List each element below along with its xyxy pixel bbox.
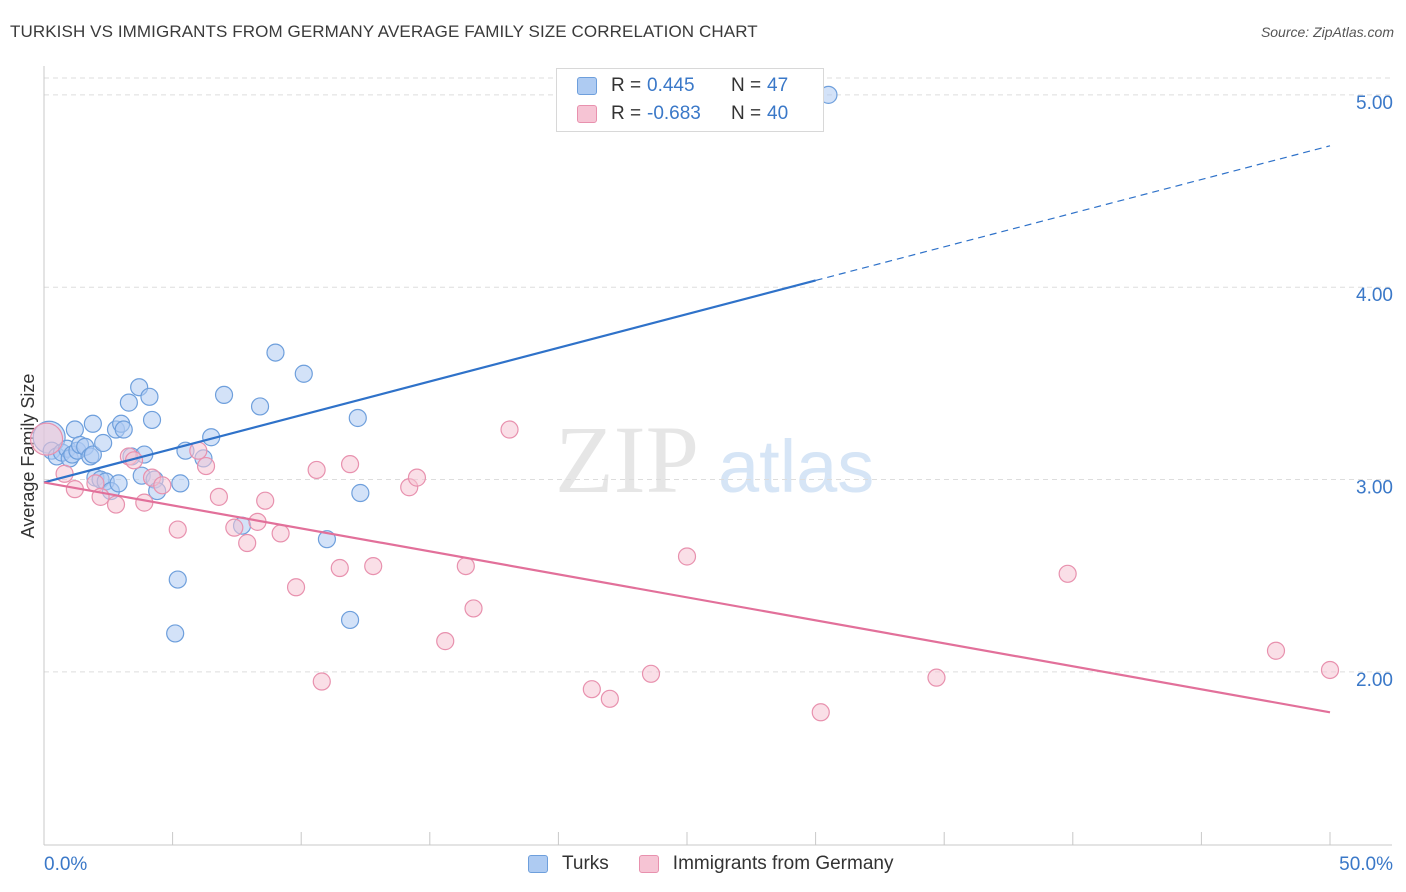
turks-point xyxy=(142,410,162,430)
turks-point xyxy=(171,474,190,493)
series-swatch-blue xyxy=(528,855,548,873)
watermark-atlas: atlas xyxy=(718,425,874,508)
germany-point xyxy=(106,495,126,514)
germany-point xyxy=(407,468,427,487)
germany-point xyxy=(168,520,187,539)
legend-row-germany: R = -0.683 N = 40 xyxy=(577,101,788,127)
legend-n-value: 40 xyxy=(767,103,789,124)
legend-n-value: 47 xyxy=(767,75,789,96)
germany-point xyxy=(256,491,275,510)
turks-point xyxy=(140,387,159,406)
turks-point xyxy=(114,420,133,439)
legend-n-label: N = xyxy=(731,75,762,96)
turks-point xyxy=(166,624,185,643)
legend-n-label: N = xyxy=(731,103,762,124)
germany-point xyxy=(135,493,154,512)
legend-swatch-pink xyxy=(577,105,597,123)
turks-point xyxy=(214,385,234,405)
germany-point xyxy=(582,680,601,699)
correlation-legend: R = 0.445 N = 47 R = -0.683 N = 40 xyxy=(556,68,824,132)
germany-point xyxy=(238,533,257,553)
turks-point xyxy=(348,408,367,428)
germany-point xyxy=(209,487,228,506)
germany-point xyxy=(196,456,216,476)
germany-point xyxy=(1058,564,1077,583)
turks-point xyxy=(94,433,113,453)
turks-point xyxy=(83,414,102,433)
legend-r-label: R = xyxy=(611,103,642,124)
source-credit: Source: ZipAtlas.com xyxy=(1260,24,1394,40)
germany-point xyxy=(286,578,306,597)
legend-r-value: -0.683 xyxy=(647,103,701,124)
germany-point xyxy=(600,689,619,708)
germany-point xyxy=(29,422,64,456)
germany-point xyxy=(312,672,331,691)
germany-point xyxy=(271,524,290,543)
germany-point xyxy=(1320,660,1340,680)
turks-point xyxy=(83,445,102,464)
germany-trend-line xyxy=(43,481,1331,714)
turks-trend-extension xyxy=(815,145,1331,282)
turks-point xyxy=(294,364,313,383)
turks-point xyxy=(340,610,360,630)
germany-point xyxy=(225,518,244,537)
germany-point xyxy=(927,668,946,687)
germany-point xyxy=(677,547,697,566)
turks-point xyxy=(351,483,370,503)
turks-point xyxy=(250,397,270,416)
legend-r-value: 0.445 xyxy=(647,75,695,96)
series-legend-germany: Immigrants from Germany xyxy=(638,853,894,875)
chart-title: TURKISH VS IMMIGRANTS FROM GERMANY AVERA… xyxy=(10,22,758,41)
y-tick-label: 5.00 xyxy=(1356,93,1393,114)
turks-point xyxy=(266,343,285,362)
series-legend-label: Turks xyxy=(562,853,609,874)
series-legend: Turks Immigrants from Germany xyxy=(528,852,923,876)
legend-swatch-blue xyxy=(577,77,597,95)
x-tick-label-min: 0.0% xyxy=(44,854,87,875)
germany-point xyxy=(500,420,519,439)
germany-point xyxy=(364,556,383,576)
germany-point xyxy=(436,632,455,651)
watermark-zip: ZIP xyxy=(555,406,699,513)
germany-point xyxy=(340,455,360,474)
y-tick-label: 3.00 xyxy=(1356,478,1393,499)
germany-point xyxy=(811,703,830,722)
turks-trend-line xyxy=(43,279,816,484)
turks-point xyxy=(109,474,128,493)
y-tick-label: 4.00 xyxy=(1356,285,1393,306)
germany-point xyxy=(189,441,208,460)
x-tick-label-max: 50.0% xyxy=(1339,854,1393,875)
turks-point xyxy=(317,530,337,549)
turks-point xyxy=(119,393,138,412)
y-axis-label: Average Family Size xyxy=(18,374,38,539)
germany-point xyxy=(330,558,349,578)
germany-point xyxy=(153,476,172,495)
series-legend-label: Immigrants from Germany xyxy=(672,853,894,874)
turks-point xyxy=(65,420,84,439)
germany-point xyxy=(307,460,326,480)
legend-r-label: R = xyxy=(611,75,642,96)
legend-row-turks: R = 0.445 N = 47 xyxy=(577,73,788,99)
germany-point xyxy=(641,664,661,683)
germany-point xyxy=(1266,641,1286,660)
y-tick-label: 2.00 xyxy=(1356,670,1393,691)
germany-point xyxy=(456,556,475,576)
germany-point xyxy=(464,599,483,618)
series-swatch-pink xyxy=(638,855,659,873)
series-legend-turks: Turks xyxy=(528,853,609,875)
turks-point xyxy=(168,570,187,589)
